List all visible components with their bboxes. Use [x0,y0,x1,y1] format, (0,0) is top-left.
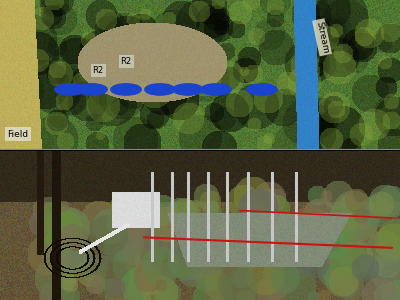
Text: Stream: Stream [314,20,330,54]
Circle shape [201,84,231,95]
Circle shape [173,84,203,95]
Circle shape [77,84,107,95]
Text: Field: Field [8,130,28,139]
Circle shape [247,84,277,95]
Circle shape [111,84,141,95]
Text: R2: R2 [92,66,104,75]
Text: R2: R2 [120,57,132,66]
Circle shape [55,84,85,95]
Circle shape [145,84,175,95]
